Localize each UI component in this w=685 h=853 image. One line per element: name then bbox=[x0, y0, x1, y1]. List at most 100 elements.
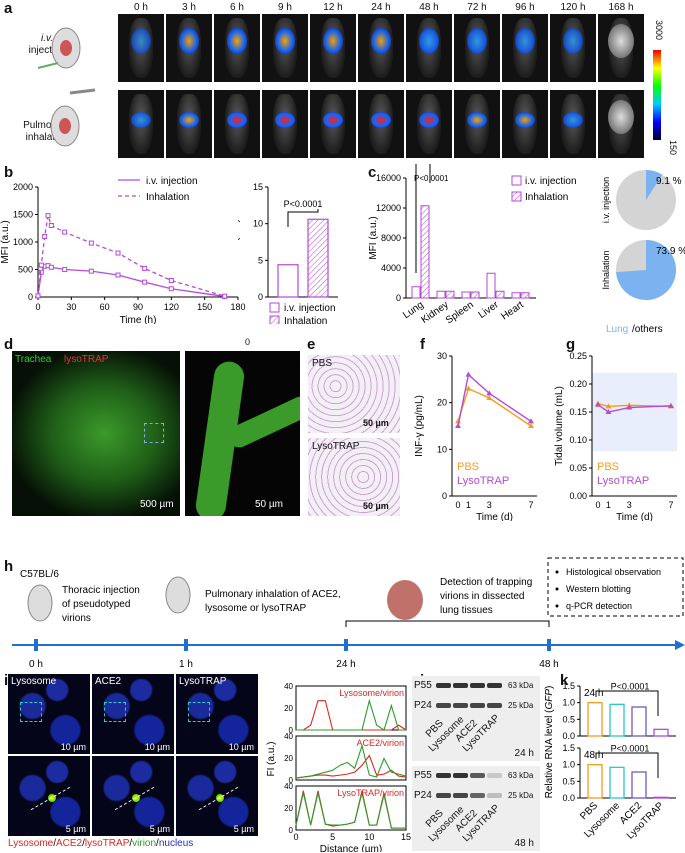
blot-protein: P24 bbox=[414, 790, 432, 801]
line-profile bbox=[198, 786, 239, 811]
blot-time: 48 h bbox=[514, 838, 534, 849]
ylabel: Relative RNA level (GFP) bbox=[544, 686, 555, 799]
ylabel: Tidal volume (mL) bbox=[554, 386, 565, 466]
xtick-label: 60 bbox=[100, 302, 110, 312]
legend-part: / bbox=[82, 838, 85, 849]
blot-band bbox=[436, 683, 451, 688]
data-point bbox=[48, 264, 54, 270]
bar bbox=[653, 796, 669, 799]
time-label: 48 h bbox=[419, 2, 439, 13]
h-step-text: virions bbox=[62, 613, 91, 624]
time-label: 168 h bbox=[608, 2, 634, 13]
panel-label-h: h bbox=[4, 558, 14, 575]
legend-label: i.v. injection bbox=[284, 303, 336, 314]
time-label: 0 h bbox=[134, 2, 148, 13]
ylabel: INF-γ (pg/mL) bbox=[414, 395, 425, 457]
signal-spot bbox=[467, 28, 487, 54]
confocal-label: Lysosome bbox=[11, 676, 57, 687]
legend-part: / bbox=[53, 838, 56, 849]
data-point bbox=[668, 402, 674, 408]
data-point bbox=[45, 213, 51, 219]
bar bbox=[486, 272, 496, 299]
confocal-label: LysoTRAP bbox=[179, 676, 227, 687]
panel-label-d: d bbox=[4, 336, 14, 353]
ytick-label: 0 bbox=[289, 776, 294, 785]
xtick-label: 1 bbox=[466, 500, 471, 510]
profile-title: ACE2/virion bbox=[356, 738, 404, 748]
xtick-label: 7 bbox=[668, 500, 673, 510]
a-row2-label: Pulmonary inhalation bbox=[23, 120, 71, 143]
blot-kda: 25 kDa bbox=[508, 791, 534, 800]
blot-band bbox=[487, 773, 502, 778]
pie-legend-lung: Lung bbox=[606, 324, 628, 334]
ytick-label: 0.15 bbox=[569, 407, 587, 417]
data-point bbox=[528, 418, 534, 424]
bar bbox=[461, 291, 471, 299]
data-point bbox=[605, 403, 612, 409]
imaging-frame bbox=[502, 14, 548, 82]
data-point bbox=[222, 293, 228, 299]
imaging-frame bbox=[454, 90, 500, 158]
timeline-tick bbox=[547, 639, 551, 651]
imaging-frame bbox=[550, 90, 596, 158]
bar bbox=[609, 766, 625, 799]
p-value: P<0.0001 bbox=[611, 682, 650, 692]
sig-bracket bbox=[287, 209, 319, 227]
bar bbox=[587, 764, 603, 799]
ytick-label: 0.25 bbox=[569, 351, 587, 361]
xtick-label: 120 bbox=[164, 302, 179, 312]
colorbar-max: 3000 bbox=[654, 20, 664, 41]
mouse-icon bbox=[27, 584, 53, 622]
blot-protein: P55 bbox=[414, 680, 432, 691]
profile-line bbox=[296, 700, 407, 731]
c-pie-charts: 9.1 % i.v. injection 73.9 % Inhalation Lung /… bbox=[601, 170, 685, 334]
imaging-frame bbox=[118, 90, 164, 158]
blot-protein: P55 bbox=[414, 770, 432, 781]
xtick-label: 0 bbox=[35, 302, 40, 312]
signal-spot bbox=[371, 28, 391, 54]
pie-value: 73.9 % bbox=[656, 246, 685, 257]
ytick-label: 20 bbox=[284, 754, 293, 763]
data-point bbox=[38, 269, 44, 275]
h-step-text: lung tissues bbox=[440, 605, 493, 616]
ytick-label: 500 bbox=[18, 265, 33, 275]
legend-swatch bbox=[511, 175, 522, 186]
time-label: 96 h bbox=[515, 2, 535, 13]
panel-label-a: a bbox=[4, 0, 13, 17]
ytick-label: 1.5 bbox=[562, 681, 575, 691]
blot-band bbox=[487, 703, 502, 708]
d-zero: 0 bbox=[245, 337, 251, 347]
ytick-label: 40 bbox=[284, 732, 293, 741]
confocal-image: ACE2 10 µm bbox=[92, 674, 174, 754]
blot-band bbox=[436, 793, 451, 798]
legend-label: Inhalation bbox=[284, 316, 327, 324]
imaging-frame bbox=[214, 90, 260, 158]
legend-part: / bbox=[129, 838, 133, 849]
scalebar: 10 µm bbox=[60, 742, 86, 752]
ytick-label: 0.20 bbox=[569, 379, 587, 389]
signal-spot bbox=[563, 28, 583, 54]
zoom-box bbox=[20, 702, 42, 722]
signal-spot bbox=[515, 28, 535, 54]
d-lung-3d-image: Trachea lysoTRAP 500 µm bbox=[12, 351, 180, 516]
mouse-icon bbox=[165, 576, 191, 614]
pie-label: i.v. injection bbox=[601, 177, 611, 223]
bar bbox=[470, 291, 480, 299]
ytick-label: 0.10 bbox=[569, 435, 587, 445]
blot-band bbox=[487, 793, 502, 798]
ytick-label: 20 bbox=[437, 398, 447, 408]
signal-spot bbox=[419, 28, 439, 54]
imaging-frame bbox=[310, 14, 356, 82]
mouse-strain: C57BL/6 bbox=[20, 569, 59, 580]
timeline-label: 1 h bbox=[179, 659, 193, 670]
imaging-frame bbox=[214, 14, 260, 82]
scalebar: 5 µm bbox=[233, 824, 254, 834]
timeline-label: 24 h bbox=[336, 659, 355, 670]
imaging-frame bbox=[406, 90, 452, 158]
e-histology-lysotrap: LysoTRAP 50 µm bbox=[308, 438, 400, 516]
xlabel: Time (d) bbox=[616, 512, 653, 521]
h-step-text: Pulmonary inhalation of ACE2, bbox=[205, 589, 341, 600]
h-step-text: Thoracic injection bbox=[62, 585, 140, 596]
profile-frame bbox=[295, 735, 407, 781]
